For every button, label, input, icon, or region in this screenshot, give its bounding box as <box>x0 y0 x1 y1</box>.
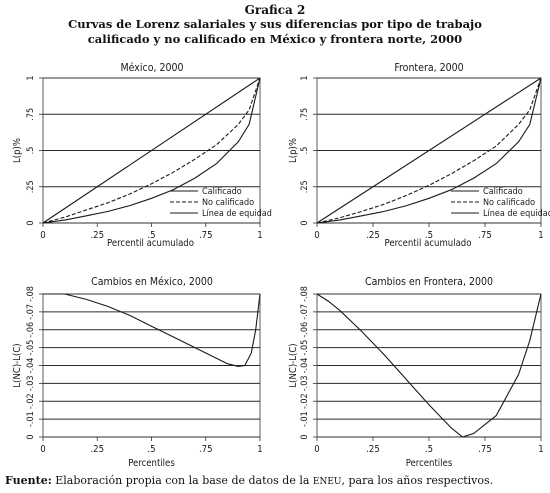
source-acronym: ENEU <box>312 477 342 487</box>
source-text-post: , para los años respectivos. <box>341 474 494 487</box>
chart-title: México, 2000 <box>121 62 184 74</box>
series-line-3 <box>42 77 261 224</box>
x-tick-label: .75 <box>478 230 492 241</box>
x-tick-label: .25 <box>90 444 104 455</box>
y-tick-label: .75 <box>26 108 36 121</box>
y-axis-label: L(p)% <box>12 138 23 163</box>
x-tick-label: 1 <box>257 230 262 241</box>
series-line-3 <box>316 77 542 224</box>
x-tick-label: 1 <box>538 444 543 455</box>
y-axis-label: L(NC)-L(C) <box>12 343 23 387</box>
source-note: Fuente: Elaboración propia con la base d… <box>5 474 493 487</box>
x-axis-label: Percentiles <box>128 458 175 469</box>
y-tick-label: -.01 <box>26 411 36 427</box>
source-text-pre: Elaboración propia con la base de datos … <box>55 474 310 487</box>
y-tick-label: 1 <box>26 75 36 80</box>
x-tick-label: .75 <box>199 444 213 455</box>
y-tick-label: .75 <box>300 108 310 121</box>
x-tick-label: 0 <box>314 444 319 455</box>
y-tick-label: .25 <box>300 180 310 193</box>
x-tick-label: .5 <box>147 444 155 455</box>
figure-title-line2: calificado y no calificado en México y f… <box>87 32 463 46</box>
y-tick-label: .5 <box>300 147 310 155</box>
y-tick-label: -.05 <box>26 340 36 356</box>
y-tick-label: -.03 <box>300 375 310 391</box>
chart-panel-3: 0 .25 .5 .75 1 0 -.01 -.02 -.03-.04 -.05 -.06 -.07 -… <box>12 276 263 469</box>
y-axis-label: L(p)% <box>288 138 299 163</box>
y-tick-label: -.07 <box>26 304 36 320</box>
x-tick-label: .25 <box>366 230 380 241</box>
x-axis-label: Percentiles <box>406 458 453 469</box>
y-tick-label: .25 <box>26 180 36 193</box>
source-label: Fuente: <box>5 474 52 487</box>
x-tick-label: 0 <box>40 444 45 455</box>
x-tick-label: 1 <box>538 230 543 241</box>
y-tick-label: -.06 <box>300 322 310 338</box>
series-line-2 <box>316 77 542 224</box>
chart-panel-4: 0 .25 .5 .75 1 0 -.01 -.02 -.03-.04 -.05 -.06 -.07 -… <box>288 276 544 469</box>
x-tick-label: .5 <box>425 230 433 241</box>
series-line-2 <box>42 77 261 224</box>
x-tick-label: .25 <box>90 230 104 241</box>
y-tick-label: 0 <box>300 220 310 225</box>
y-tick-label: -.02 <box>300 393 310 409</box>
y-tick-label: -.07 <box>300 304 310 320</box>
series-line-1 <box>316 77 542 224</box>
x-tick-label: 0 <box>40 230 45 241</box>
x-tick-label: .75 <box>478 444 492 455</box>
y-tick-label: 0 <box>26 434 36 439</box>
legend-label: Calificado <box>202 187 242 197</box>
y-tick-label: -.08 <box>26 286 36 302</box>
y-tick-label: -.08 <box>300 286 310 302</box>
x-tick-label: .75 <box>199 230 213 241</box>
x-tick-label: .25 <box>366 444 380 455</box>
y-tick-label: 0 <box>300 434 310 439</box>
legend-label: No calificado <box>202 198 254 208</box>
series-line-1 <box>316 293 542 438</box>
y-tick-label: -.02 <box>26 393 36 409</box>
y-tick-label: -.06 <box>26 322 36 338</box>
x-tick-label: 1 <box>257 444 262 455</box>
legend-label: Línea de equidad <box>202 209 272 219</box>
y-tick-label: -.01 <box>300 411 310 427</box>
x-tick-label: .5 <box>425 444 433 455</box>
figure-kicker: Grafica 2 <box>244 3 306 17</box>
chart-panel-1: 0 .25 .5 .75 1 0 .25 .5 .75 1 México, 2000 Percenti… <box>12 62 272 249</box>
y-tick-label: -.04 <box>300 358 310 374</box>
series-line-1 <box>42 77 261 224</box>
chart-title: Frontera, 2000 <box>394 62 463 74</box>
legend-label: Calificado <box>483 187 523 197</box>
y-tick-label: -.03 <box>26 375 36 391</box>
x-tick-label: 0 <box>314 230 319 241</box>
legend-label: No calificado <box>483 198 535 208</box>
x-axis-label: Percentil acumulado <box>385 238 472 249</box>
chart-panel-2: 0 .25 .5 .75 1 0 .25 .5 .75 1 Frontera, 2000 Percen… <box>288 62 550 249</box>
x-axis-label: Percentil acumulado <box>107 238 194 249</box>
chart-title: Cambios en México, 2000 <box>91 276 213 288</box>
y-tick-label: 0 <box>26 220 36 225</box>
figure-title-line1: Curvas de Lorenz salariales y sus difere… <box>68 17 482 31</box>
y-tick-label: .5 <box>26 147 36 155</box>
series-line-1 <box>43 293 261 367</box>
y-tick-label: -.05 <box>300 340 310 356</box>
x-tick-label: .5 <box>147 230 155 241</box>
legend-label: Línea de equidad <box>483 209 550 219</box>
y-axis-label: L(NC)-L(C) <box>288 343 299 387</box>
y-tick-label: -.04 <box>26 358 36 374</box>
chart-title: Cambios en Frontera, 2000 <box>365 276 493 288</box>
y-tick-label: 1 <box>300 75 310 80</box>
